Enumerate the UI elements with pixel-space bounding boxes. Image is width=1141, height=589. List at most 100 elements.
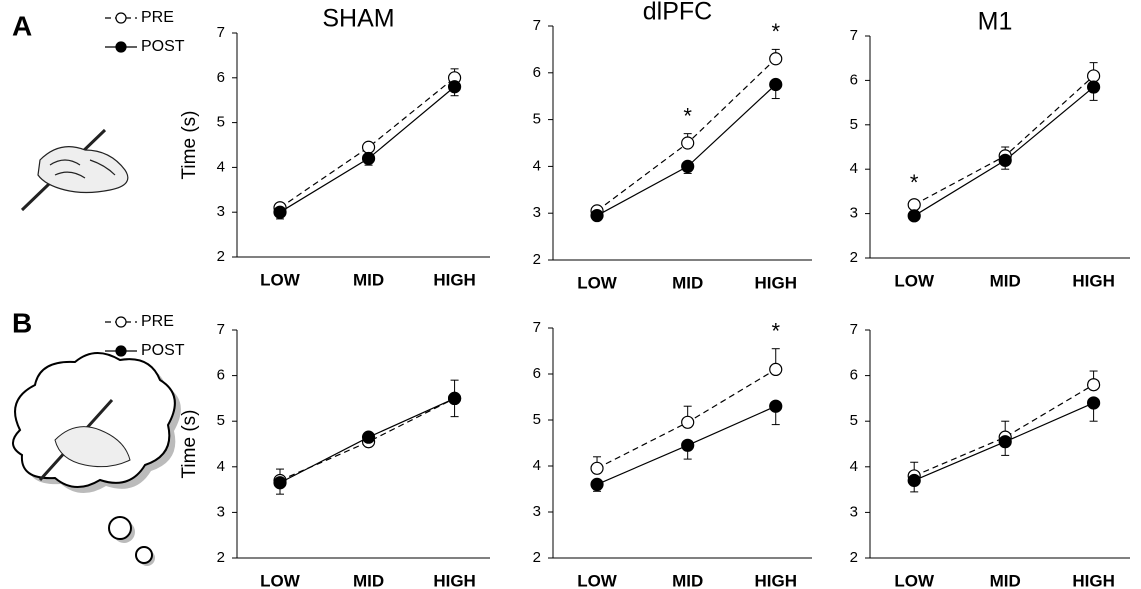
legend-label: POST bbox=[141, 38, 185, 55]
marker bbox=[681, 159, 695, 173]
x-tick-label: MID bbox=[672, 273, 703, 292]
x-tick-label: MID bbox=[990, 271, 1021, 290]
significance: * bbox=[771, 319, 780, 344]
y-tick-label: 2 bbox=[533, 549, 541, 566]
y-tick-label: 2 bbox=[850, 249, 858, 266]
y-tick-label: 6 bbox=[850, 367, 858, 384]
marker bbox=[447, 80, 462, 94]
x-tick-label: LOW bbox=[577, 571, 618, 589]
y-tick-label: 7 bbox=[850, 27, 858, 44]
marker bbox=[681, 136, 695, 150]
marker bbox=[769, 362, 783, 376]
x-tick-label: LOW bbox=[577, 273, 618, 292]
marker bbox=[681, 438, 695, 452]
y-tick-label: 5 bbox=[533, 111, 541, 128]
y-tick-label: 6 bbox=[533, 64, 541, 81]
y-tick-label: 3 bbox=[533, 204, 541, 221]
y-tick-label: 7 bbox=[850, 321, 858, 338]
marker bbox=[1086, 378, 1101, 392]
x-tick-label: MID bbox=[990, 571, 1021, 589]
y-tick-label: 5 bbox=[850, 412, 858, 429]
x-tick-label: HIGH bbox=[1072, 271, 1115, 290]
x-tick-label: MID bbox=[672, 571, 703, 589]
significance: * bbox=[683, 103, 692, 128]
x-tick-label: LOW bbox=[894, 271, 935, 290]
marker bbox=[590, 208, 604, 223]
x-tick-label: HIGH bbox=[433, 571, 476, 589]
chart-title: SHAM bbox=[322, 5, 394, 33]
y-axis-label: Time (s) bbox=[179, 111, 200, 180]
y-tick-label: 3 bbox=[217, 203, 225, 220]
y-tick-label: 5 bbox=[217, 114, 225, 131]
legend-marker bbox=[115, 345, 127, 357]
y-tick-label: 2 bbox=[533, 251, 541, 268]
y-axis-label: Time (s) bbox=[179, 410, 200, 479]
y-tick-label: 6 bbox=[850, 71, 858, 88]
marker bbox=[907, 198, 921, 212]
marker bbox=[907, 473, 921, 488]
x-tick-label: MID bbox=[353, 571, 384, 589]
marker bbox=[590, 461, 604, 475]
x-tick-label: HIGH bbox=[1072, 571, 1115, 589]
legend-label: PRE bbox=[141, 9, 174, 26]
marker bbox=[681, 415, 695, 429]
legend-marker bbox=[115, 12, 127, 24]
y-tick-label: 5 bbox=[850, 116, 858, 133]
marker bbox=[1086, 69, 1101, 83]
panel-label: B bbox=[12, 307, 32, 338]
series-line bbox=[913, 384, 1094, 477]
y-tick-label: 4 bbox=[850, 458, 858, 475]
marker bbox=[1086, 80, 1101, 94]
marker bbox=[998, 153, 1012, 167]
x-tick-label: HIGH bbox=[754, 273, 797, 292]
marker bbox=[273, 476, 287, 490]
marker bbox=[361, 151, 376, 166]
y-tick-label: 7 bbox=[533, 17, 541, 34]
x-tick-label: LOW bbox=[894, 571, 935, 589]
x-tick-label: LOW bbox=[260, 571, 301, 589]
y-tick-label: 3 bbox=[850, 205, 858, 222]
y-tick-label: 2 bbox=[217, 248, 225, 265]
y-tick-label: 7 bbox=[217, 24, 225, 41]
marker bbox=[769, 52, 783, 66]
x-tick-label: HIGH bbox=[754, 571, 797, 589]
y-tick-label: 4 bbox=[533, 457, 541, 474]
y-tick-label: 6 bbox=[533, 365, 541, 382]
y-tick-label: 7 bbox=[217, 321, 225, 338]
significance: * bbox=[771, 19, 780, 44]
x-tick-label: HIGH bbox=[433, 270, 476, 289]
y-tick-label: 4 bbox=[533, 157, 541, 174]
x-tick-label: MID bbox=[353, 270, 384, 289]
marker bbox=[273, 205, 287, 219]
significance: * bbox=[910, 170, 919, 195]
y-tick-label: 2 bbox=[850, 549, 858, 566]
series-line bbox=[279, 77, 455, 209]
chart-title: dlPFC bbox=[643, 0, 712, 26]
legend-label: POST bbox=[141, 342, 185, 359]
legend-label: PRE bbox=[141, 313, 174, 330]
marker bbox=[769, 399, 783, 413]
y-tick-label: 6 bbox=[217, 367, 225, 384]
marker bbox=[361, 140, 376, 154]
y-tick-label: 5 bbox=[217, 412, 225, 429]
legend-marker bbox=[115, 316, 127, 328]
y-tick-label: 2 bbox=[217, 549, 225, 566]
panel-label: A bbox=[12, 10, 32, 41]
hand-illustration bbox=[20, 128, 129, 212]
y-tick-label: 4 bbox=[217, 158, 225, 175]
marker bbox=[590, 477, 604, 491]
y-tick-label: 4 bbox=[850, 160, 858, 177]
marker bbox=[361, 430, 376, 444]
marker bbox=[769, 77, 783, 92]
y-tick-label: 4 bbox=[217, 458, 225, 475]
series-line bbox=[913, 75, 1095, 206]
marker bbox=[998, 435, 1012, 449]
marker bbox=[447, 391, 462, 405]
y-tick-label: 7 bbox=[533, 319, 541, 336]
y-tick-label: 3 bbox=[850, 503, 858, 520]
y-tick-label: 3 bbox=[217, 503, 225, 520]
series-line bbox=[596, 58, 777, 212]
marker bbox=[1086, 396, 1101, 410]
y-tick-label: 3 bbox=[533, 503, 541, 520]
